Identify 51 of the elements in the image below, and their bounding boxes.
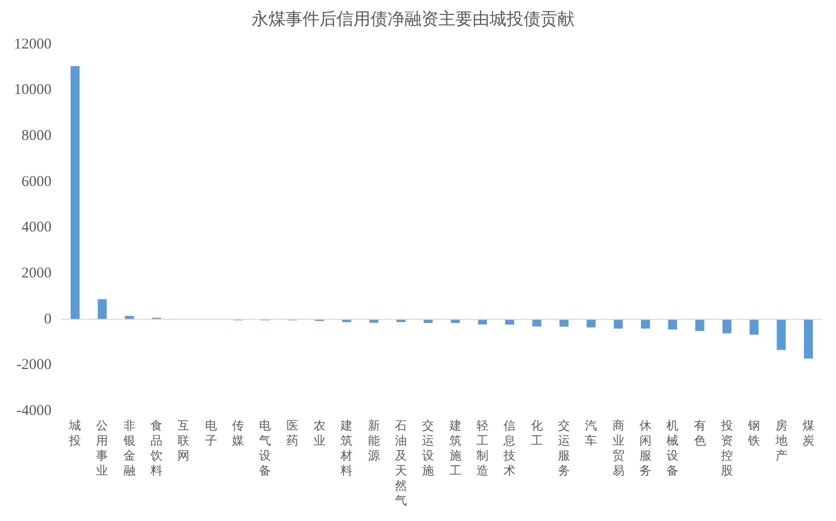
- y-tick-label: -2000: [16, 357, 52, 374]
- x-tick-label: 传媒: [232, 418, 244, 448]
- x-tick-label: 电子: [204, 418, 217, 448]
- x-tick-label: 石油及天然气: [395, 418, 408, 508]
- y-tick-label: 8000: [22, 128, 52, 144]
- x-tick-label: 化工: [530, 418, 543, 448]
- x-tick-label: 投资控股: [720, 418, 733, 478]
- bar: [586, 319, 596, 328]
- x-tick-label: 电气设备: [259, 418, 272, 478]
- y-tick-label: 4000: [22, 220, 52, 236]
- x-tick-label: 医药: [286, 418, 298, 448]
- x-tick-label: 轻工制造: [476, 418, 488, 478]
- bar: [776, 319, 786, 350]
- x-tick-label: 食品饮料: [150, 418, 163, 478]
- x-tick-label: 汽车: [585, 418, 598, 448]
- bar: [804, 319, 813, 359]
- bar: [640, 319, 650, 329]
- x-tick-label: 建筑施工: [448, 418, 462, 478]
- x-tick-label: 非银金融: [122, 418, 136, 478]
- x-tick-label: 机械设备: [666, 418, 679, 478]
- bar: [532, 319, 542, 326]
- x-tick-label: 建筑材料: [340, 418, 353, 478]
- y-tick-label: 10000: [14, 82, 52, 98]
- x-tick-label: 钢铁: [747, 418, 760, 448]
- y-tick-label: 0: [44, 311, 52, 328]
- x-tick-label: 互联网: [178, 418, 190, 463]
- x-tick-label: 商业贸易: [612, 418, 624, 478]
- chart-title: 永煤事件后信用债净融资主要由城投债贡献: [252, 10, 574, 29]
- x-tick-label: 休闲服务: [639, 418, 652, 478]
- x-tick-label: 煤炭: [802, 418, 814, 448]
- x-tick-label: 交运设施: [422, 418, 434, 478]
- x-tick-label: 房地产: [774, 418, 788, 463]
- bar: [750, 319, 759, 335]
- bar: [614, 319, 623, 329]
- bar: [98, 299, 107, 320]
- x-tick-label: 有色: [694, 418, 706, 448]
- y-tick-label: 12000: [14, 36, 52, 52]
- y-tick-label: -4000: [16, 402, 52, 419]
- x-tick-label: 交运服务: [558, 418, 570, 478]
- y-tick-label: 6000: [22, 174, 52, 190]
- bar: [668, 319, 678, 330]
- x-tick-label: 信息技术: [502, 418, 516, 478]
- x-tick-label: 新能源: [368, 418, 380, 463]
- x-tick-label: 城投: [68, 418, 82, 448]
- y-tick-label: 2000: [22, 265, 52, 282]
- bar: [722, 319, 732, 334]
- x-tick-label: 公用事业: [96, 418, 108, 478]
- bar: [695, 319, 704, 332]
- bar: [478, 319, 487, 324]
- x-tick-label: 农业: [314, 418, 326, 448]
- bar: [70, 66, 80, 320]
